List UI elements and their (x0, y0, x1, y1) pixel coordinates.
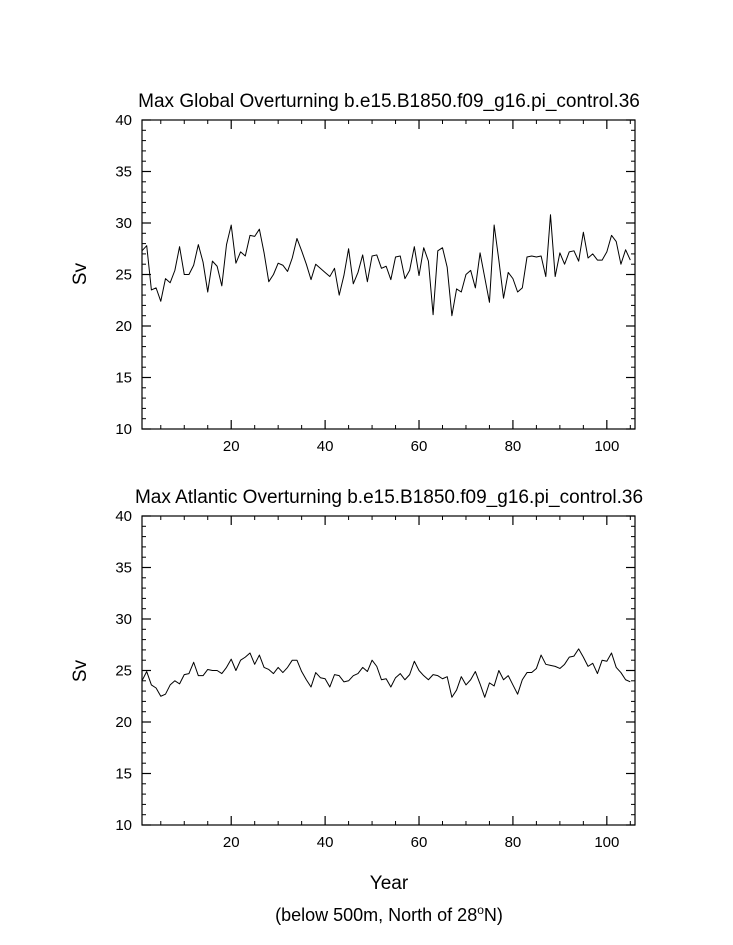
y-tick-label: 40 (115, 508, 132, 525)
series-line (141, 648, 631, 698)
y-tick-label: 30 (115, 611, 132, 628)
series-line (141, 214, 631, 317)
y-tick-label: 15 (115, 370, 132, 387)
figure-caption: (below 500m, North of 28oN) (275, 903, 503, 925)
x-tick-label: 80 (505, 834, 522, 851)
y-tick-label: 30 (115, 215, 132, 232)
plot-atlantic-overturning: Max Atlantic Overturning b.e15.B1850.f09… (70, 487, 643, 894)
x-tick-label: 100 (594, 834, 619, 851)
x-tick-label: 20 (223, 834, 240, 851)
y-tick-label: 20 (115, 318, 132, 335)
x-tick-label: 60 (411, 438, 428, 455)
y-tick-label: 10 (115, 421, 132, 438)
x-tick-label: 60 (411, 834, 428, 851)
y-tick-label: 25 (115, 663, 132, 680)
x-tick-label: 20 (223, 438, 240, 455)
x-tick-label: 40 (317, 438, 334, 455)
y-tick-label: 35 (115, 560, 132, 577)
plot-frame (141, 119, 636, 430)
y-axis-label: Sv (70, 262, 91, 285)
y-tick-label: 25 (115, 267, 132, 284)
plot-global-overturning: Max Global Overturning b.e15.B1850.f09_g… (70, 91, 640, 455)
y-tick-label: 35 (115, 164, 132, 181)
y-axis-label: Sv (70, 659, 91, 682)
caption-superscript: o (477, 903, 484, 917)
x-axis-label: Year (370, 873, 409, 894)
x-tick-label: 100 (594, 438, 619, 455)
y-tick-label: 40 (115, 112, 132, 129)
plot-title: Max Atlantic Overturning b.e15.B1850.f09… (135, 487, 643, 508)
y-tick-label: 15 (115, 766, 132, 783)
x-tick-label: 80 (505, 438, 522, 455)
plot-title: Max Global Overturning b.e15.B1850.f09_g… (138, 91, 640, 112)
x-tick-label: 40 (317, 834, 334, 851)
y-tick-label: 10 (115, 817, 132, 834)
caption-suffix: N) (484, 905, 503, 925)
caption-main: (below 500m, North of 28 (275, 905, 477, 925)
y-tick-label: 20 (115, 714, 132, 731)
